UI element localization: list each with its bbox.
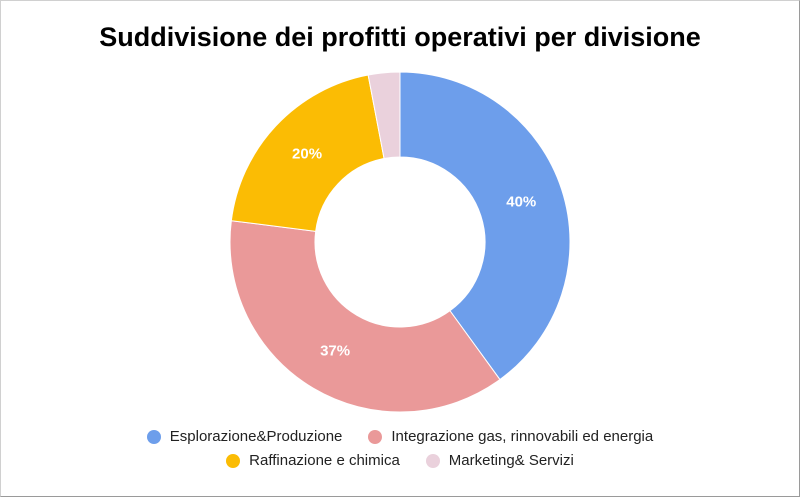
- donut-slice-0[interactable]: [399, 71, 571, 381]
- legend-row-1: Esplorazione&Produzione Integrazione gas…: [0, 428, 800, 445]
- donut-slice-2[interactable]: [230, 74, 385, 232]
- legend-label: Integrazione gas, rinnovabili ed energia: [391, 428, 654, 445]
- legend-row-2: Raffinazione e chimica Marketing& Serviz…: [0, 452, 800, 469]
- legend-label: Esplorazione&Produzione: [169, 428, 343, 445]
- legend-item-marketing[interactable]: Marketing& Servizi: [425, 452, 574, 469]
- data-label-1: 37%: [320, 343, 350, 360]
- donut-slice-3[interactable]: [367, 71, 401, 160]
- legend-swatch: [368, 429, 383, 444]
- legend-item-raffinazione[interactable]: Raffinazione e chimica: [226, 452, 400, 469]
- legend-swatch: [226, 453, 241, 468]
- legend-item-integrazione[interactable]: Integrazione gas, rinnovabili ed energia: [368, 428, 653, 445]
- legend-item-esplorazione[interactable]: Esplorazione&Produzione: [146, 428, 343, 445]
- data-label-2: 20%: [292, 146, 322, 163]
- chart-title: Suddivisione dei profitti operativi per …: [99, 22, 701, 52]
- donut-slice-1[interactable]: [229, 220, 501, 413]
- legend-label: Marketing& Servizi: [448, 452, 574, 469]
- data-label-0: 40%: [506, 194, 536, 211]
- legend-label: Raffinazione e chimica: [249, 452, 400, 469]
- legend-swatch: [425, 453, 440, 468]
- legend-swatch: [146, 429, 161, 444]
